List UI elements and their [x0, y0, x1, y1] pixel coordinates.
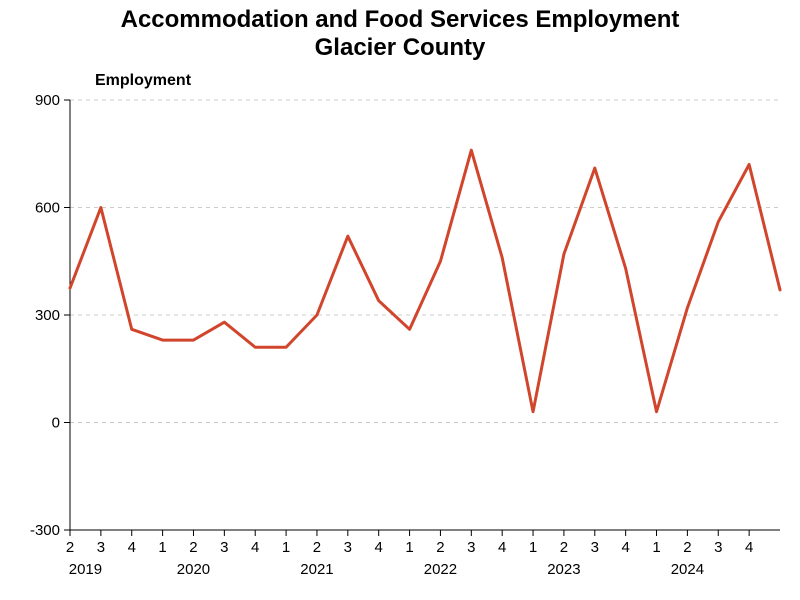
y-tick-label: 900: [35, 92, 60, 109]
x-tick-label-year: 2022: [424, 561, 457, 578]
x-tick-label-quarter: 4: [745, 539, 753, 556]
x-tick-label-year: 2020: [177, 561, 210, 578]
y-tick-label: 0: [52, 415, 60, 432]
x-tick-label-quarter: 3: [467, 539, 475, 556]
x-tick-label-quarter: 1: [158, 539, 166, 556]
x-tick-label-quarter: 4: [375, 539, 383, 556]
x-tick-label-quarter: 4: [251, 539, 259, 556]
x-tick-label-quarter: 2: [560, 539, 568, 556]
x-tick-label-quarter: 2: [189, 539, 197, 556]
x-tick-label-year: 2021: [300, 561, 333, 578]
x-tick-label-year: 2023: [547, 561, 580, 578]
x-tick-label-quarter: 1: [405, 539, 413, 556]
y-tick-label: 600: [35, 200, 60, 217]
y-tick-label: -300: [30, 522, 60, 539]
x-tick-label-quarter: 4: [498, 539, 506, 556]
x-tick-label-year: 2019: [69, 561, 102, 578]
x-tick-label-quarter: 4: [621, 539, 629, 556]
x-tick-label-quarter: 3: [591, 539, 599, 556]
x-tick-label-quarter: 3: [97, 539, 105, 556]
x-tick-label-quarter: 3: [714, 539, 722, 556]
data-line: [70, 150, 780, 412]
chart-svg: -300 0 300 600 900 2 3 4 1 2 3 4 1 2 3 4 1 2 3 4 1 2 3 4 1 2 3 4 201…: [0, 0, 800, 600]
chart-container: Accommodation and Food Services Employme…: [0, 0, 800, 600]
x-tick-label-quarter: 4: [128, 539, 136, 556]
x-tick-label-quarter: 3: [344, 539, 352, 556]
x-tick-label-quarter: 1: [282, 539, 290, 556]
x-tick-label-year: 2024: [671, 561, 704, 578]
x-tick-label-quarter: 3: [220, 539, 228, 556]
x-tick-label-quarter: 2: [66, 539, 74, 556]
y-tick-label: 300: [35, 307, 60, 324]
x-tick-label-quarter: 2: [436, 539, 444, 556]
x-tick-label-quarter: 2: [683, 539, 691, 556]
x-tick-label-quarter: 1: [652, 539, 660, 556]
x-tick-label-quarter: 1: [529, 539, 537, 556]
x-tick-label-quarter: 2: [313, 539, 321, 556]
